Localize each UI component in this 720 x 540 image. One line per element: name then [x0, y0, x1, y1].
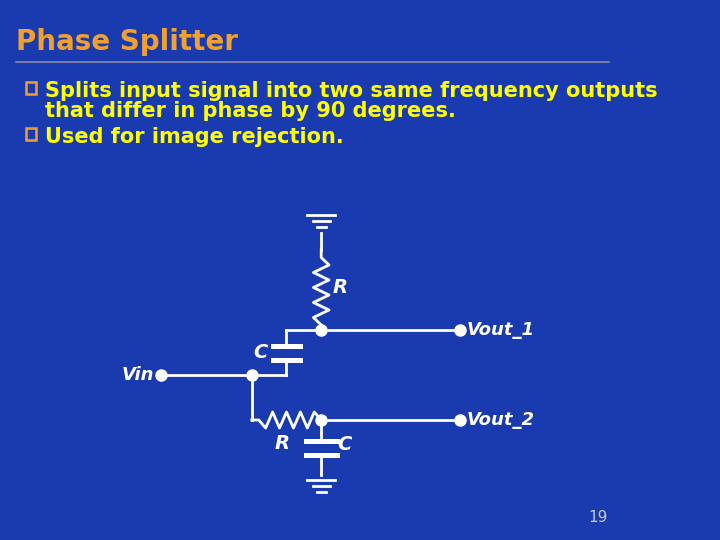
Text: Vin: Vin — [121, 366, 153, 384]
Text: R: R — [333, 278, 348, 297]
Bar — [26, 82, 37, 94]
Text: Splits input signal into two same frequency outputs: Splits input signal into two same freque… — [45, 81, 658, 101]
Text: that differ in phase by 90 degrees.: that differ in phase by 90 degrees. — [45, 101, 456, 121]
Text: Vout_1: Vout_1 — [467, 321, 535, 339]
Text: 19: 19 — [588, 510, 608, 525]
Text: C: C — [337, 435, 351, 455]
Text: Used for image rejection.: Used for image rejection. — [45, 127, 344, 147]
Text: Phase Splitter: Phase Splitter — [16, 28, 238, 56]
Text: Vout_2: Vout_2 — [467, 411, 535, 429]
Bar — [26, 128, 37, 140]
Text: C: C — [253, 342, 267, 361]
Text: R: R — [274, 434, 289, 453]
